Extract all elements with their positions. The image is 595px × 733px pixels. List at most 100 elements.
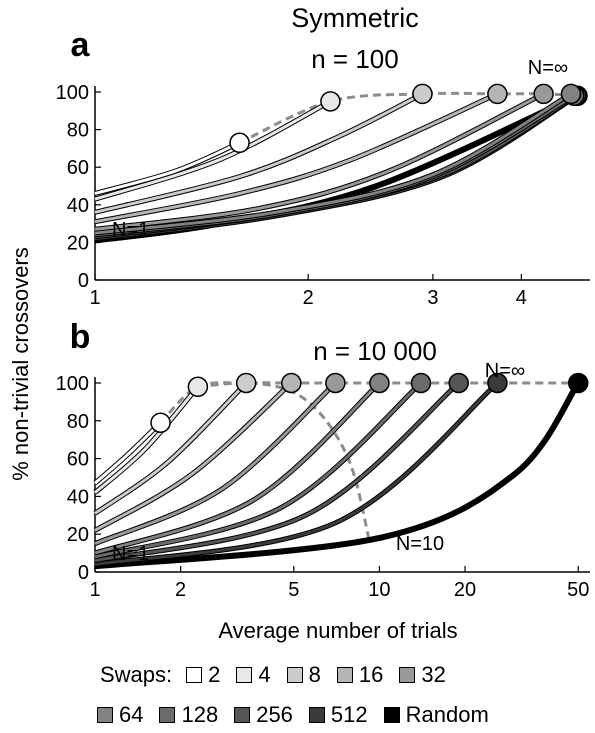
x-tick-label-b: 5 [288,579,299,601]
series-endpoint-b [325,372,346,394]
series-line-b [94,385,200,494]
series-endpoint-b [567,372,589,394]
legend-label: 8 [308,662,321,687]
legend-row-1: Swaps: 2 4 8 16 32 [100,662,462,688]
legend-swatch [97,707,113,723]
y-tick-label-a: 0 [78,270,89,292]
y-tick-label-a: 100 [56,82,89,104]
legend-label: Random [405,702,489,727]
series-endpoint-b [281,372,302,394]
series-line-a [94,92,499,224]
legend-label: 64 [119,702,144,727]
series-endpoint-b [487,372,508,394]
legend-item: 256 [234,702,293,728]
legend-item: 512 [308,702,368,728]
x-tick-label-b: 1 [89,579,100,601]
x-tick-label-b: 2 [175,579,186,601]
legend-swatch [336,667,353,683]
legend-label: 2 [208,662,221,687]
series-line-a [94,92,424,214]
panel-label-a: a [71,26,91,64]
y-tick-label-a: 60 [67,157,89,179]
panel-label-b: b [70,318,91,356]
series-endpoint-a [560,83,582,105]
panel-b: b n = 10 000 0 20 40 60 80 100 1 2 5 10 20 50 N=1 N=10 N… [56,318,590,601]
series-endpoint-a [533,83,554,105]
series-line-b [94,381,460,563]
legend-label: 256 [256,702,293,727]
legend-swatch [286,667,303,683]
y-tick-label-b: 40 [67,486,89,508]
legend-label: 4 [258,662,271,687]
legend-swatch [159,707,176,723]
legend-label: 128 [181,702,219,727]
x-tick-label-b: 10 [368,579,390,601]
series-endpoint-a [412,83,433,105]
legend-swatch [234,707,251,723]
x-tick-label-b: 50 [567,579,589,601]
legend-swatch [236,667,253,683]
legend-item: 2 [186,662,220,688]
legend-title: Swaps: [100,662,173,687]
series-line-a [94,92,572,235]
series-line-b [94,421,162,485]
legend-label: 512 [330,702,368,727]
annotation-b: N=∞ [485,360,525,382]
series-line-b [94,381,337,546]
y-axis-label: % non-trivial crossovers [8,247,33,481]
series-endpoint-a [229,132,250,154]
y-tick-label-b: 0 [78,562,89,584]
x-axis-label: Average number of trials [218,618,457,643]
legend-label: 32 [421,662,446,687]
panel-subtitle-a: n = 100 [311,44,398,74]
legend-swatch [308,707,325,723]
series-endpoint-b [369,372,390,394]
y-tick-label-b: 100 [56,373,89,395]
figure-title: Symmetric [291,3,419,33]
series-line-b [94,381,381,555]
series-line-a [94,141,241,195]
panel-a: a n = 100 0 20 40 60 80 100 1 2 3 4 N=1 N=∞ [56,26,590,309]
x-tick-label-b: 20 [454,579,476,601]
legend-swatch [186,667,203,683]
series-endpoint-a [320,91,341,112]
legend-item: 32 [399,662,446,688]
y-tick-label-b: 20 [67,524,89,546]
series-endpoint-b [410,372,432,394]
y-tick-label-a: 80 [67,120,89,142]
legend-item: 16 [336,662,384,688]
y-tick-label-b: 60 [67,449,89,471]
annotation-b: N=1 [112,543,149,565]
series-outline-b [94,381,581,570]
series-line-b [94,381,248,515]
frontier-curve-b [159,381,579,424]
legend-item: 4 [236,662,271,688]
x-tick-label-a: 4 [516,287,527,309]
panel-subtitle-b: n = 10 000 [313,336,437,366]
annotation-b: N=10 [396,533,444,555]
legend-item: Random [383,702,489,728]
series-line-b [94,381,293,532]
legend-item: 64 [97,702,143,728]
annotation-a: N=1 [112,219,149,241]
y-tick-label-a: 40 [67,195,89,217]
x-tick-label-a: 3 [427,287,438,309]
series-line-b [94,381,422,559]
series-endpoint-b [187,376,209,398]
series-outline-a [94,140,241,196]
series-line-a [94,92,545,231]
legend-item: 128 [159,702,218,728]
series-line-a [94,100,332,201]
series-line-b [94,381,499,566]
series-endpoint-b [448,372,469,394]
y-tick-label-a: 20 [67,232,89,254]
legend-item: 8 [286,662,321,688]
x-tick-label-a: 2 [303,287,314,309]
legend-row-2: 64 128 256 512 Random [97,702,505,728]
annotation-a: N=∞ [528,57,568,79]
legend-swatch [399,667,416,683]
legend-label: 16 [358,662,384,687]
x-tick-label-a: 1 [89,287,100,309]
series-endpoint-b [235,372,257,394]
